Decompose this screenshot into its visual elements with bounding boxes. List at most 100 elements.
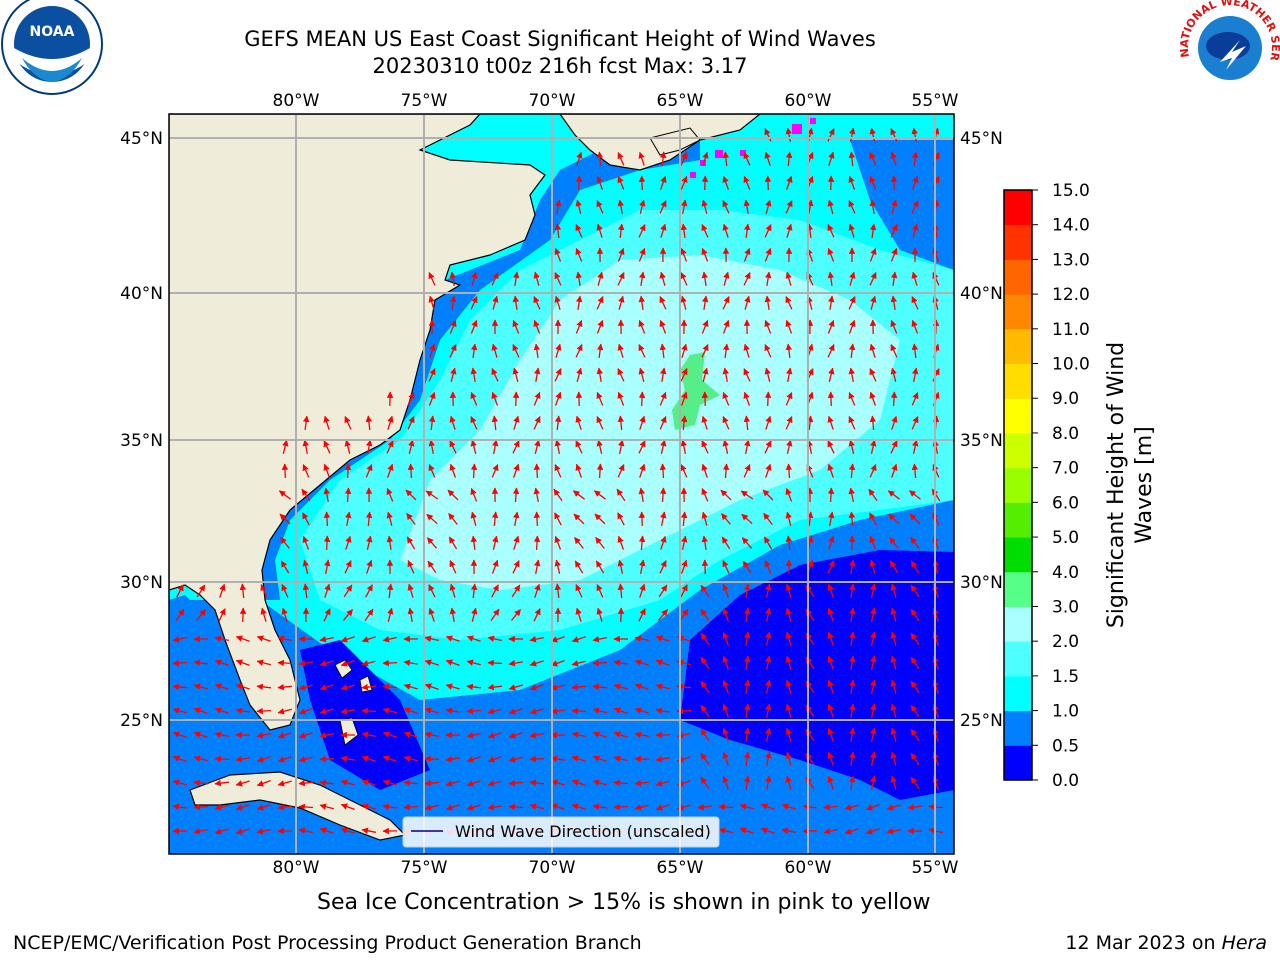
wave-arrow xyxy=(890,679,897,694)
wave-arrow xyxy=(487,732,502,739)
wave-arrow xyxy=(848,296,856,310)
colorbar-tick-7: 5.0 xyxy=(1052,528,1079,548)
wave-arrow xyxy=(910,656,920,670)
colorbar-segment-14 xyxy=(1004,259,1032,295)
colorbar-tick-13: 11.0 xyxy=(1052,320,1090,340)
wave-arrow xyxy=(722,391,730,406)
wave-arrow xyxy=(571,660,586,667)
wave-arrow xyxy=(508,659,524,667)
wave-arrow xyxy=(533,296,541,310)
wave-arrow xyxy=(445,635,460,642)
wave-arrow xyxy=(785,319,793,334)
wave-arrow xyxy=(592,731,607,738)
wave-arrow xyxy=(891,463,898,478)
wave-arrow xyxy=(365,511,373,527)
wave-arrow xyxy=(827,199,834,214)
wave-arrow xyxy=(279,513,291,525)
wave-arrow xyxy=(722,607,730,622)
wave-arrow xyxy=(365,415,373,431)
wave-arrow xyxy=(765,583,772,599)
wave-arrow xyxy=(890,775,897,790)
wave-arrow xyxy=(765,655,772,671)
wave-arrow xyxy=(764,440,772,454)
wave-arrow xyxy=(340,707,356,715)
wave-arrow xyxy=(785,727,792,742)
wave-arrow xyxy=(680,464,688,478)
wave-arrow xyxy=(886,804,901,811)
wave-arrow xyxy=(911,296,919,310)
wave-arrow xyxy=(617,535,625,550)
wave-arrow xyxy=(235,803,250,811)
wave-arrow xyxy=(596,343,604,358)
wave-arrow xyxy=(890,367,897,382)
wave-arrow xyxy=(912,367,919,383)
wave-arrow xyxy=(491,391,499,406)
wave-arrow xyxy=(529,636,545,643)
wave-arrow xyxy=(449,560,457,574)
wave-arrow xyxy=(659,391,667,406)
wave-arrow xyxy=(806,511,814,527)
colorbar-tick-5: 3.0 xyxy=(1052,597,1079,617)
colorbar-tick-12: 10.0 xyxy=(1052,355,1090,375)
wave-arrow xyxy=(827,727,835,742)
wave-arrow xyxy=(193,731,208,738)
wave-arrow xyxy=(617,583,625,599)
wave-arrow xyxy=(659,296,667,310)
wave-arrow xyxy=(718,803,734,811)
colorbar-segment-16 xyxy=(1004,190,1032,226)
wave-arrow xyxy=(319,732,335,739)
wave-arrow xyxy=(513,535,520,550)
wave-arrow xyxy=(890,344,898,358)
wave-arrow xyxy=(596,175,604,190)
wave-arrow xyxy=(382,803,397,811)
wave-arrow xyxy=(869,247,877,262)
wave-arrow xyxy=(256,732,272,739)
wave-arrow xyxy=(571,803,586,810)
wave-arrow xyxy=(281,607,288,622)
wave-arrow xyxy=(403,803,419,811)
wave-arrow xyxy=(634,779,649,787)
wave-arrow xyxy=(487,780,502,787)
wave-arrow xyxy=(575,295,583,310)
wave-arrow xyxy=(470,343,478,358)
wave-arrow xyxy=(471,271,478,286)
wave-arrow xyxy=(701,319,709,334)
wave-arrow xyxy=(827,751,835,766)
wave-arrow xyxy=(403,707,418,715)
wave-arrow xyxy=(659,560,667,574)
wave-arrow xyxy=(743,247,751,262)
colorbar-segment-12 xyxy=(1004,328,1032,365)
wave-arrow xyxy=(785,343,793,358)
wave-arrow xyxy=(655,803,670,811)
wave-arrow xyxy=(765,727,772,743)
svg-text:NATIONAL WEATHER SERVICE: NATIONAL WEATHER SERVICE xyxy=(0,0,1280,63)
wave-arrow xyxy=(470,439,477,454)
wave-arrow xyxy=(765,703,772,719)
wave-arrow xyxy=(848,631,856,647)
wave-arrow xyxy=(634,707,649,714)
wave-arrow xyxy=(763,536,773,550)
wave-arrow xyxy=(491,368,499,382)
wave-arrow xyxy=(827,775,835,790)
wave-arrow xyxy=(762,489,774,501)
wave-arrow xyxy=(218,608,226,622)
lon-label-top-1: 75°W xyxy=(401,91,448,111)
wave-arrow xyxy=(323,487,330,503)
wave-arrow xyxy=(890,751,897,766)
wave-arrow xyxy=(617,343,624,358)
wave-arrow xyxy=(361,660,376,667)
wave-arrow xyxy=(827,487,835,503)
colorbar-segment-3 xyxy=(1004,641,1032,677)
wave-arrow xyxy=(424,804,439,811)
wave-arrow xyxy=(848,439,855,454)
wave-arrow xyxy=(869,391,877,406)
wave-arrow xyxy=(386,511,393,526)
wave-arrow xyxy=(428,439,435,455)
wave-arrow xyxy=(722,655,730,670)
svg-text:NOAA: NOAA xyxy=(30,24,75,40)
wave-arrow xyxy=(302,464,310,478)
wave-arrow xyxy=(533,511,541,527)
wave-arrow xyxy=(870,607,877,623)
wave-arrow xyxy=(345,535,352,550)
wave-arrow xyxy=(428,368,436,382)
